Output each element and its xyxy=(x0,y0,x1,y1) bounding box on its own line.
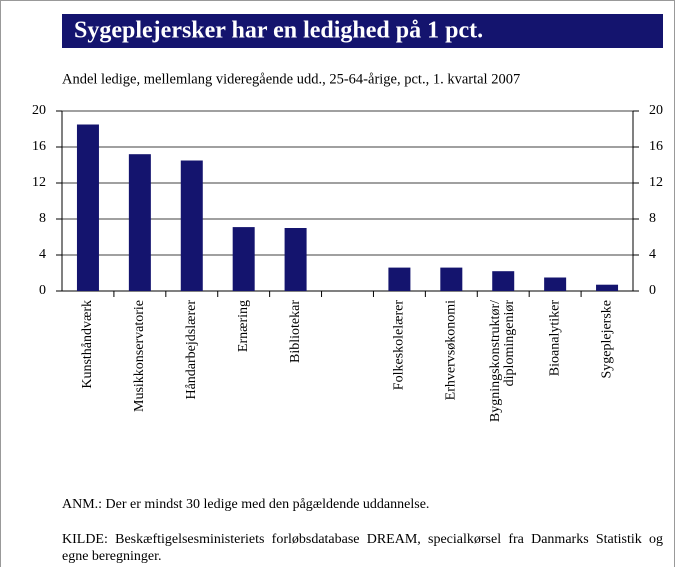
source: KILDE: Beskæftigelsesministeriets forløb… xyxy=(62,532,663,564)
y2-tick-label: 16 xyxy=(649,139,663,154)
y2-tick-label: 12 xyxy=(649,175,663,190)
x-tick-label: Bioanalytiker xyxy=(547,300,562,377)
bar xyxy=(284,228,307,291)
x-tick-label: Erhvervsøkonomi xyxy=(444,300,459,400)
x-tick-label: Sygeplejerske xyxy=(599,300,614,379)
bar xyxy=(544,277,567,291)
x-tick-label: Kunsthåndværk xyxy=(80,300,95,389)
bar xyxy=(232,227,255,291)
bar xyxy=(76,124,99,291)
bar xyxy=(596,284,619,291)
y2-tick-label: 20 xyxy=(649,103,663,118)
chart-title: Sygeplejersker har en ledighed på 1 pct. xyxy=(74,18,483,44)
x-tick-label: Bygningskonstruktør/diplomingeniør xyxy=(488,300,517,422)
x-tick-label: Ernæring xyxy=(236,300,251,352)
subtitle: Andel ledige, mellemlang videregående ud… xyxy=(62,71,520,87)
bar xyxy=(388,267,411,291)
x-tick-label: Håndarbejdslærer xyxy=(184,300,199,400)
bar xyxy=(128,154,151,291)
y2-tick-label: 0 xyxy=(649,283,656,298)
note: ANM.: Der er mindst 30 ledige med den på… xyxy=(62,497,430,512)
x-tick-label: Bibliotekar xyxy=(288,300,303,363)
y-tick-label: 16 xyxy=(32,139,46,154)
x-tick-label: Musikkonservatorie xyxy=(132,300,147,412)
title-box xyxy=(62,14,663,48)
y2-tick-label: 4 xyxy=(649,247,656,262)
bar xyxy=(492,271,515,291)
y-tick-label: 8 xyxy=(39,211,46,226)
bar xyxy=(440,267,463,291)
y-tick-label: 12 xyxy=(32,175,46,190)
y-tick-label: 20 xyxy=(32,103,46,118)
y-tick-label: 4 xyxy=(39,247,46,262)
y-tick-label: 0 xyxy=(39,283,46,298)
y2-tick-label: 8 xyxy=(649,211,656,226)
bar xyxy=(180,160,203,291)
x-tick-label: Folkeskolelærer xyxy=(392,300,407,391)
